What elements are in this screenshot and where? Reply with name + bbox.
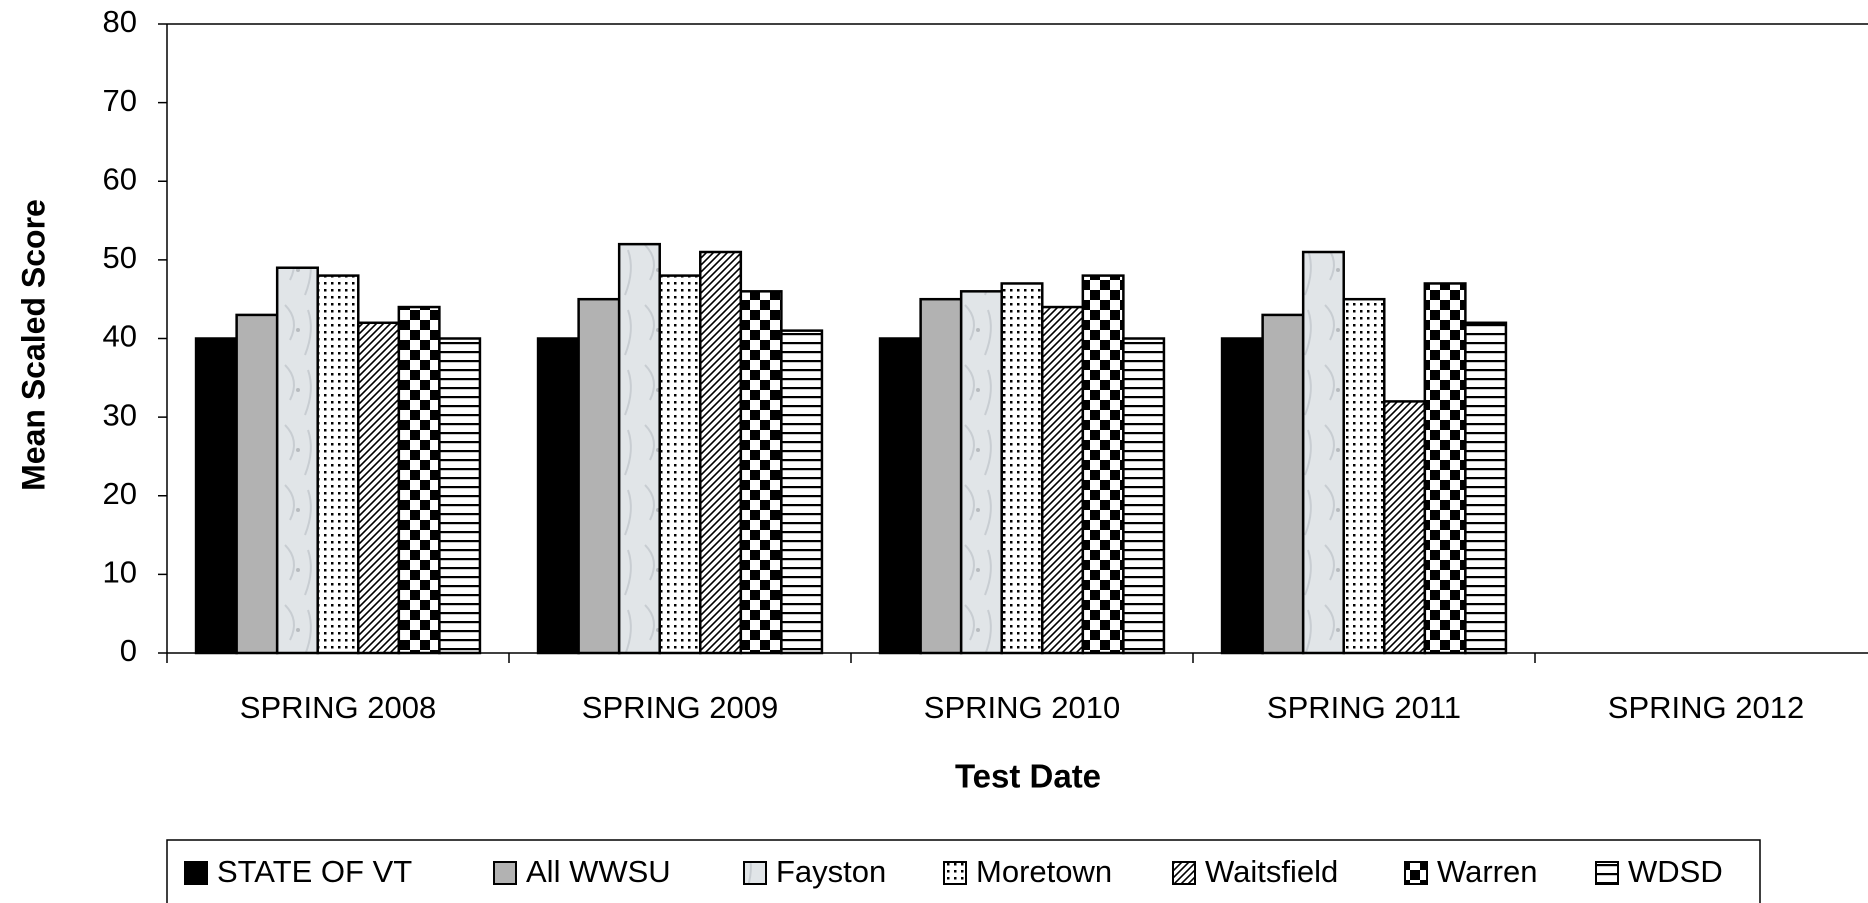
y-tick-label: 70	[103, 83, 137, 118]
legend-swatch	[1404, 861, 1428, 885]
bar	[919, 297, 963, 655]
legend-swatch	[743, 861, 767, 885]
legend-label: All WWSU	[526, 854, 671, 889]
legend-swatch	[184, 861, 208, 885]
x-tick-label: SPRING 2009	[582, 690, 778, 725]
legend-swatch	[943, 861, 967, 885]
bar	[438, 337, 482, 655]
y-tick-label: 50	[103, 240, 137, 275]
legend-label: STATE OF VT	[217, 854, 412, 889]
bar	[1041, 305, 1085, 655]
legend-swatch	[1595, 861, 1619, 885]
bar	[739, 290, 783, 655]
bar	[1261, 313, 1305, 655]
y-tick-label: 80	[103, 4, 137, 39]
bar	[617, 242, 661, 655]
bar	[316, 274, 360, 655]
legend-label: Fayston	[776, 854, 886, 889]
bar	[577, 297, 621, 655]
legend-label: Waitsfield	[1205, 854, 1338, 889]
y-tick-label: 30	[103, 397, 137, 432]
y-tick-label: 60	[103, 161, 137, 196]
bar	[1081, 274, 1125, 655]
bar	[194, 337, 238, 655]
bar	[1122, 337, 1166, 655]
y-axis-title: Mean Scaled Score	[15, 199, 51, 491]
legend-label: Warren	[1437, 854, 1537, 889]
bar	[1423, 282, 1467, 655]
bar	[1220, 337, 1264, 655]
bar	[1342, 297, 1386, 655]
bar	[699, 250, 743, 655]
bar	[357, 321, 401, 655]
bar	[397, 305, 441, 655]
x-tick-label: SPRING 2011	[1267, 690, 1461, 725]
x-tick-label: SPRING 2008	[240, 690, 436, 725]
x-tick-label: SPRING 2010	[924, 690, 1120, 725]
y-tick-label: 10	[103, 555, 137, 590]
bar	[1301, 250, 1345, 655]
legend-swatch	[493, 861, 517, 885]
y-tick-label: 0	[120, 633, 137, 668]
legend-label: Moretown	[976, 854, 1112, 889]
x-tick-label: SPRING 2012	[1608, 690, 1804, 725]
bar	[1000, 282, 1044, 655]
y-tick-label: 20	[103, 476, 137, 511]
bar	[780, 329, 824, 655]
bar	[878, 337, 922, 655]
bar	[536, 337, 580, 655]
legend-swatch	[1172, 861, 1196, 885]
bar	[1464, 321, 1508, 655]
x-axis-title: Test Date	[955, 758, 1101, 795]
bar	[275, 266, 319, 655]
legend-label: WDSD	[1628, 854, 1723, 889]
bar	[1383, 400, 1427, 655]
y-tick-label: 40	[103, 319, 137, 354]
bar	[235, 313, 279, 655]
bar	[658, 274, 702, 655]
bar	[959, 290, 1003, 655]
